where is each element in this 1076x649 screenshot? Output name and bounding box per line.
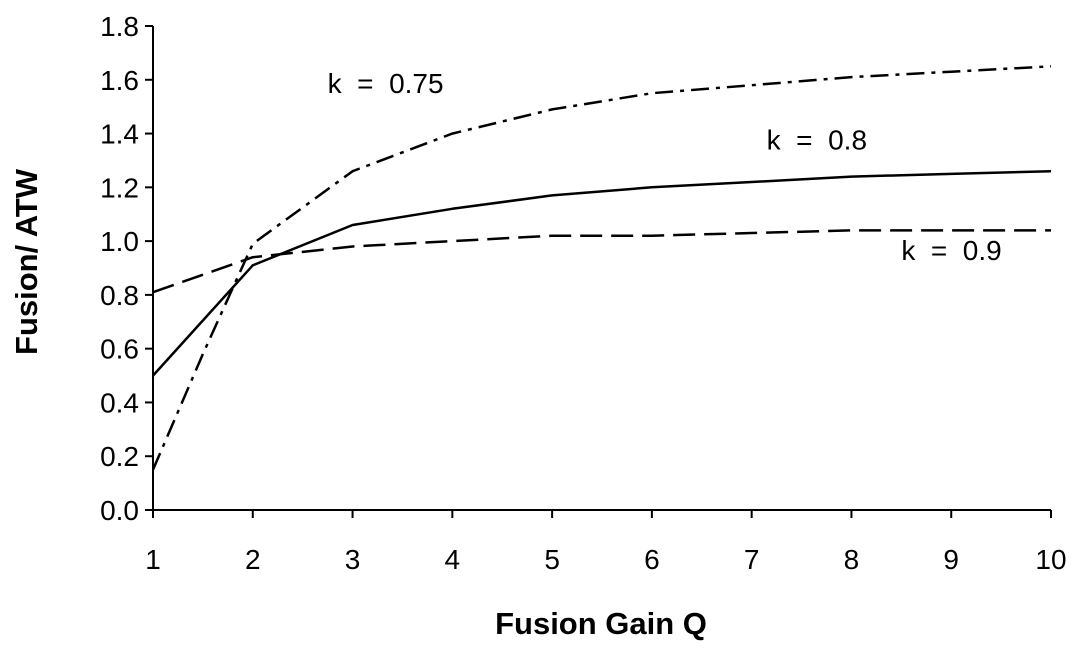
annotations: k = 0.75 k = 0.8 k = 0.9 bbox=[328, 68, 1002, 266]
series-line-k-0-8 bbox=[152, 169, 1052, 377]
series-annotation-label: k = 0.75 bbox=[328, 68, 444, 99]
x-tick-label: 8 bbox=[844, 544, 860, 575]
x-axis: 1 2 3 4 5 6 7 8 9 10 bbox=[145, 509, 1067, 575]
y-tick-label: 0.0 bbox=[100, 495, 139, 526]
y-tick-label: 1.8 bbox=[100, 11, 139, 42]
y-tick-label: 1.2 bbox=[100, 172, 139, 203]
y-axis: 0.0 0.2 0.4 0.6 0.8 1.0 1.2 1.4 1.6 1.8 bbox=[100, 11, 154, 526]
x-tick-label: 9 bbox=[943, 544, 959, 575]
x-tick-label: 3 bbox=[345, 544, 361, 575]
x-tick-label: 1 bbox=[145, 544, 161, 575]
y-tick-label: 0.4 bbox=[100, 387, 139, 418]
y-tick-label: 0.6 bbox=[100, 334, 139, 365]
x-tick-label: 2 bbox=[245, 544, 261, 575]
y-axis-title: Fusion/ ATW bbox=[9, 168, 44, 355]
x-tick-label: 10 bbox=[1035, 544, 1066, 575]
y-tick-label: 1.4 bbox=[100, 119, 139, 150]
series-annotation-label: k = 0.9 bbox=[901, 235, 1001, 266]
x-tick-label: 5 bbox=[544, 544, 560, 575]
x-tick-label: 4 bbox=[445, 544, 461, 575]
y-tick-label: 0.8 bbox=[100, 280, 139, 311]
x-tick-label: 7 bbox=[744, 544, 760, 575]
series-line-k-0-75 bbox=[151, 65, 1052, 471]
x-tick-label: 6 bbox=[644, 544, 660, 575]
series-annotation-label: k = 0.8 bbox=[767, 125, 867, 156]
x-axis-title: Fusion Gain Q bbox=[495, 606, 707, 641]
y-tick-label: 1.0 bbox=[100, 226, 139, 257]
y-tick-label: 0.2 bbox=[100, 441, 139, 472]
y-tick-label: 1.6 bbox=[100, 65, 139, 96]
series-line-k-0-9 bbox=[152, 229, 1051, 294]
series-lines bbox=[151, 65, 1052, 471]
